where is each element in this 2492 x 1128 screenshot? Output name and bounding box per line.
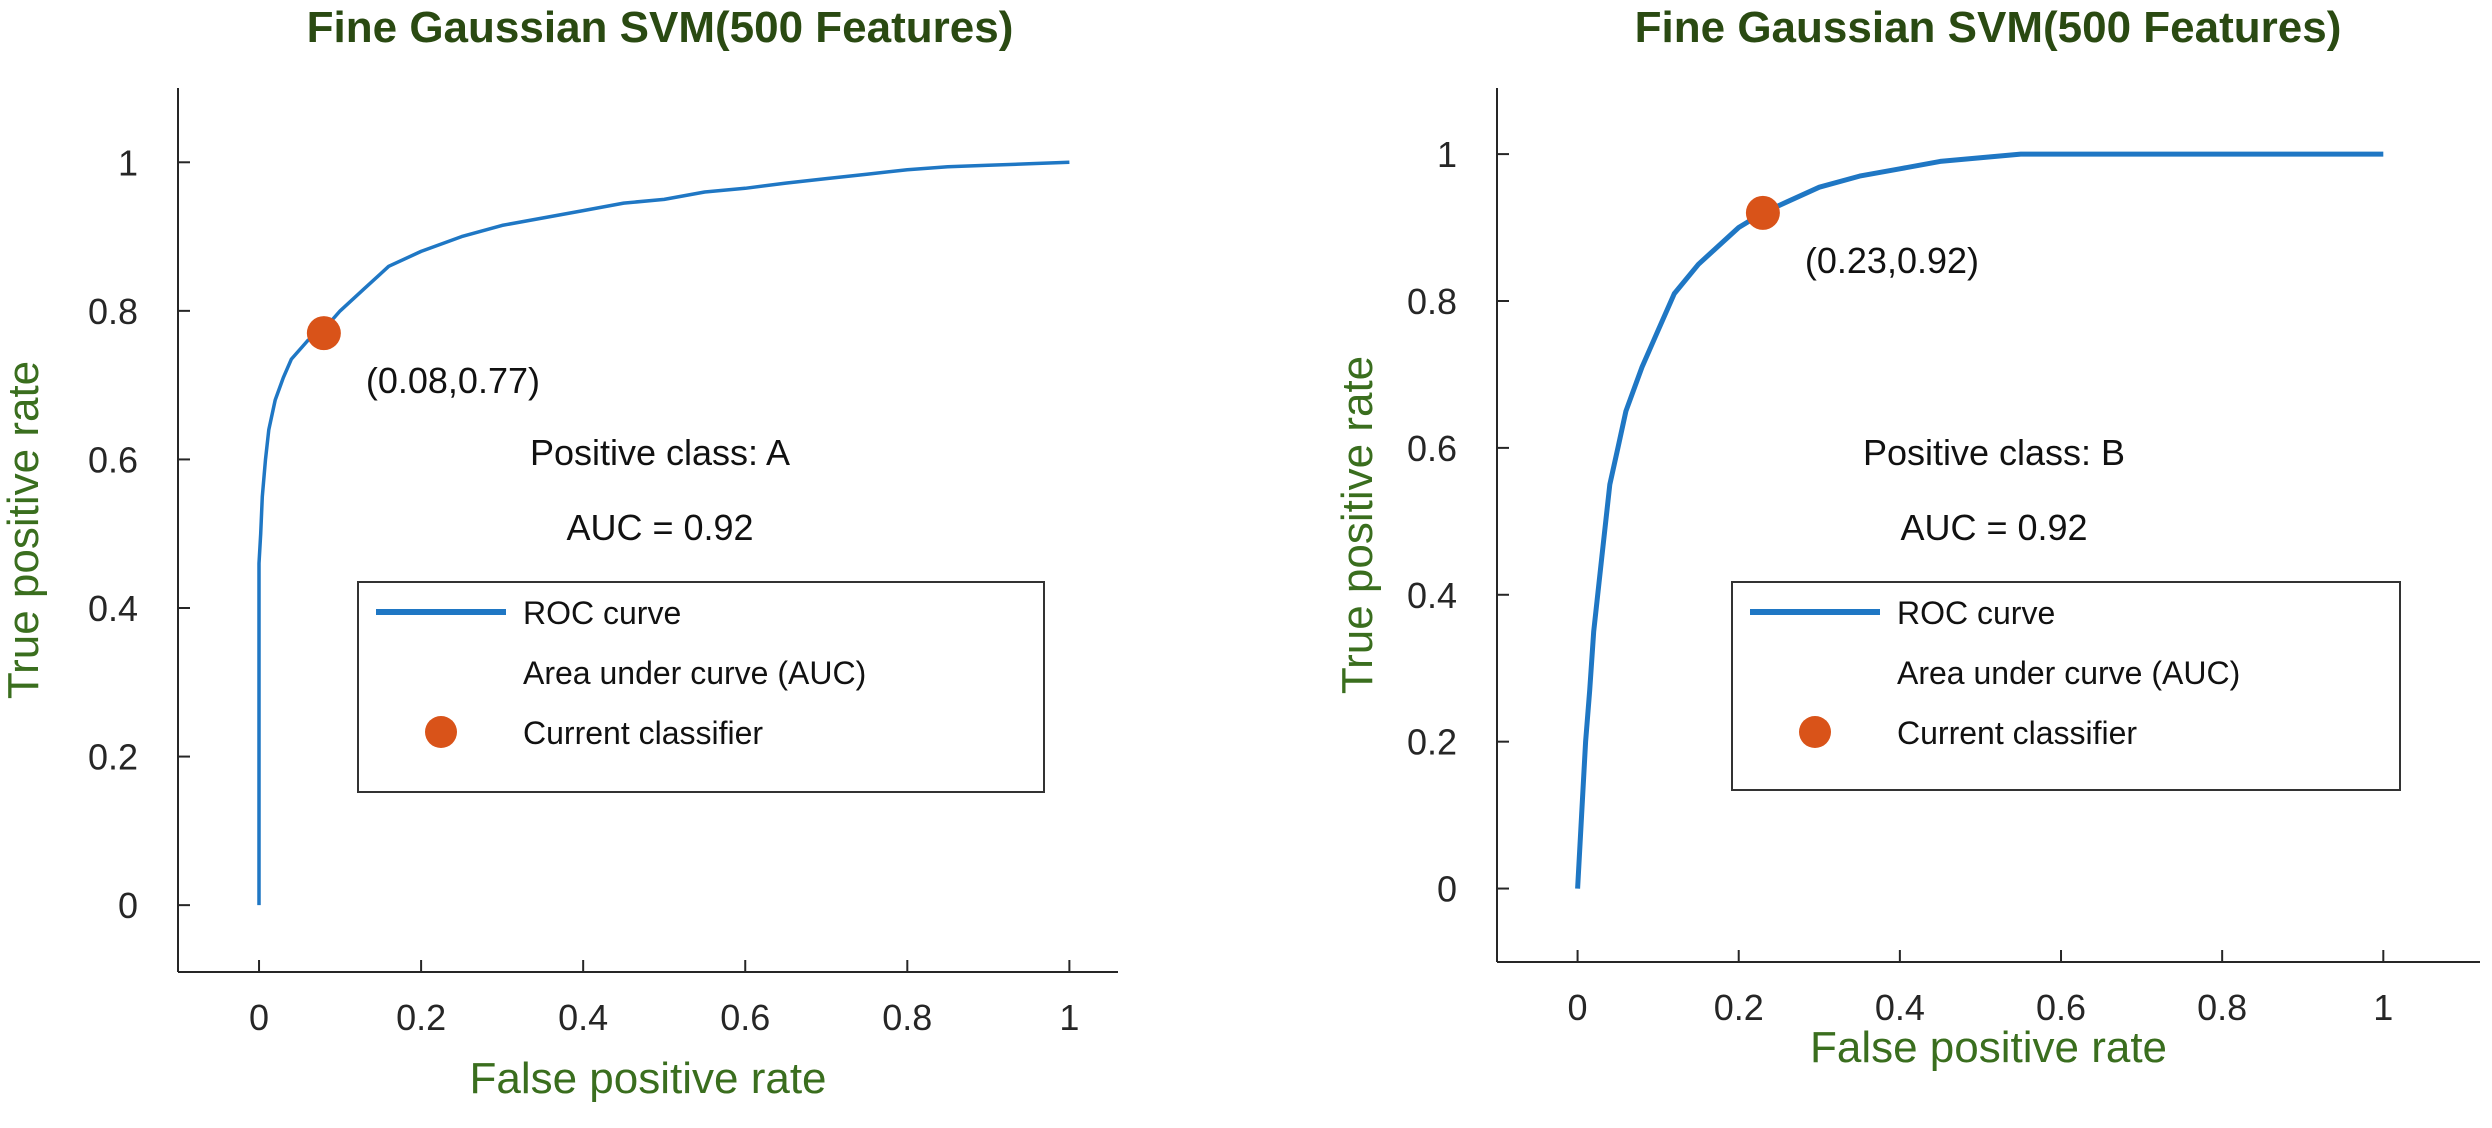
y-tick-label: 0.4 [88,588,138,629]
roc-panel-a: Fine Gaussian SVM(500 Features) 0 0.2 0.4 0.… [0,3,1118,1103]
roc-curve-line [257,160,1070,906]
legend-entry-classifier: Current classifier [1897,715,2137,751]
legend-box [1731,581,2401,791]
y-tick-label: 0.6 [88,439,138,480]
current-classifier-label: (0.23,0.92) [1805,240,1979,281]
legend-entry-auc: Area under curve (AUC) [1897,655,2240,691]
legend-classifier-swatch [1799,716,1831,748]
legend: ROC curve Area under curve (AUC) Current c… [1731,581,2401,791]
y-tick-label: 1 [118,142,138,183]
x-tick-label: 0.4 [558,997,608,1038]
chart-title: Fine Gaussian SVM(500 Features) [307,3,1014,52]
x-tick-label: 0 [1568,987,1588,1028]
y-axis-label: True positive rate [0,361,48,699]
x-axis-label: False positive rate [469,1054,826,1103]
auc-annotation: AUC = 0.92 [1900,507,2087,548]
current-classifier-point [306,316,341,351]
legend-entry-roc: ROC curve [1897,595,2055,631]
roc-panel-b: Fine Gaussian SVM(500 Features) 0 0.2 0.4 0.… [1333,3,2480,1072]
y-tick-label: 0 [118,885,138,926]
y-tick-label: 0.6 [1407,428,1457,469]
legend-box [357,581,1045,793]
x-tick-label: 1 [2373,987,2393,1028]
y-tick-label: 0.8 [88,291,138,332]
chart-title: Fine Gaussian SVM(500 Features) [1635,3,2342,52]
y-tick-label: 0 [1437,869,1457,910]
y-axis-label: True positive rate [1333,356,1382,694]
y-tick-label: 0.2 [1407,722,1457,763]
y-tick-label: 0.8 [1407,281,1457,322]
y-tick-label: 0.4 [1407,575,1457,616]
auc-annotation: AUC = 0.92 [566,507,753,548]
x-tick-label: 0.8 [2197,987,2247,1028]
x-tick-label: 0.4 [1875,987,1925,1028]
x-tick-label: 0.8 [882,997,932,1038]
y-tick-label: 1 [1437,134,1457,175]
positive-class-annotation: Positive class: A [530,432,790,473]
x-axis-label: False positive rate [1810,1023,2167,1072]
legend-entry-auc: Area under curve (AUC) [523,655,866,691]
x-tick-label: 0 [249,997,269,1038]
legend-classifier-swatch [425,716,457,748]
x-tick-label: 1 [1059,997,1079,1038]
current-classifier-label: (0.08,0.77) [366,360,540,401]
positive-class-annotation: Positive class: B [1863,432,2125,473]
current-classifier-point [1745,195,1780,230]
legend-entry-roc: ROC curve [523,595,681,631]
legend-entry-classifier: Current classifier [523,715,763,751]
x-tick-label: 0.6 [720,997,770,1038]
x-tick-label: 0.2 [1714,987,1764,1028]
x-tick-label: 0.6 [2036,987,2086,1028]
legend: ROC curve Area under curve (AUC) Current c… [357,581,1045,793]
x-tick-label: 0.2 [396,997,446,1038]
y-tick-label: 0.2 [88,737,138,778]
roc-curve-line [1575,151,2384,889]
